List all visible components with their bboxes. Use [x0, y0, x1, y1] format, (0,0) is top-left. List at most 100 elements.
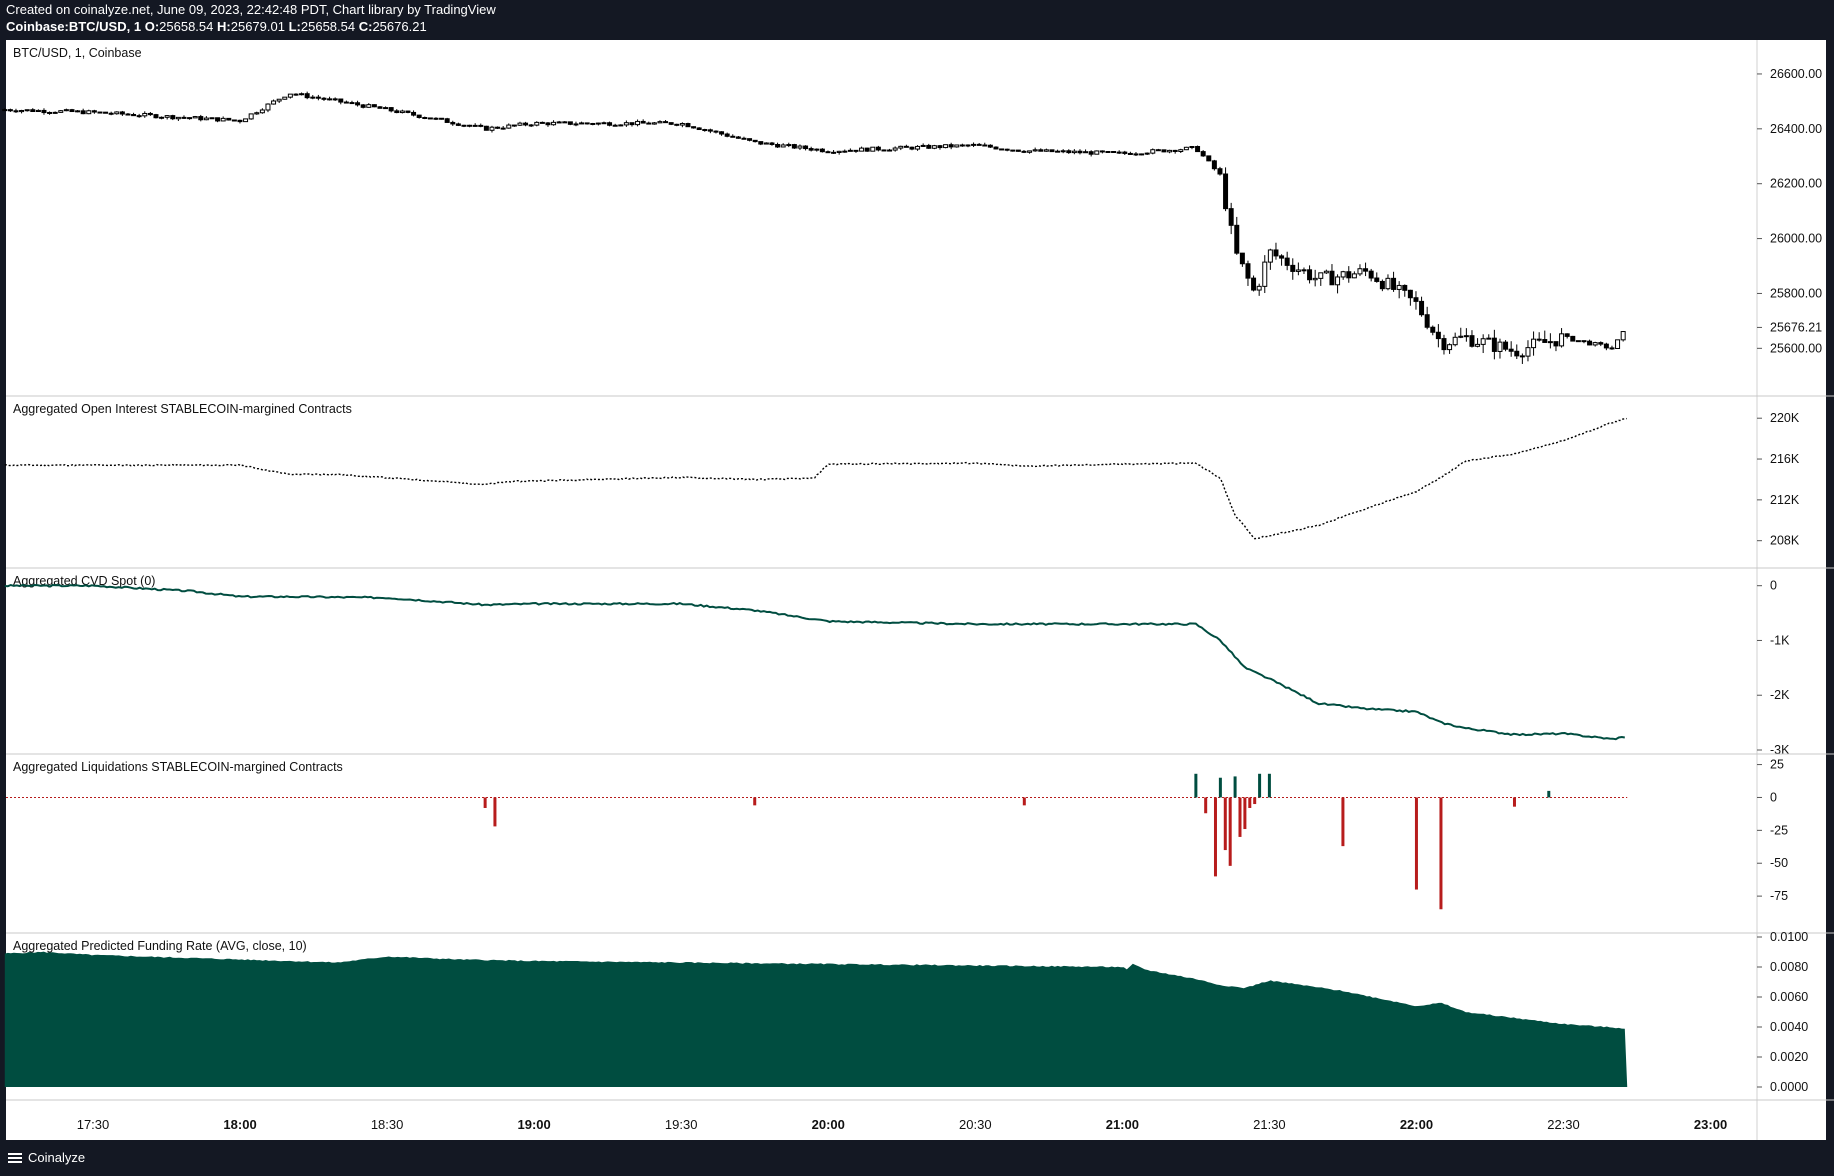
time-tick-label: 23:00	[1694, 1117, 1727, 1132]
ohlc-legend: Coinbase:BTC/USD, 1 O:25658.54 H:25679.0…	[6, 19, 427, 34]
liquidation-bar	[1223, 797, 1227, 851]
candle	[909, 146, 915, 151]
funding-rate-pane[interactable]: 0.0000 0.0020 0.0040 0.0060 0.0080 0.0100 Aggr…	[4, 930, 1834, 1094]
candle	[612, 123, 618, 127]
candle	[1559, 328, 1565, 348]
candle	[383, 106, 389, 110]
candle	[1447, 343, 1453, 354]
candle	[198, 114, 204, 122]
candle	[752, 139, 758, 143]
candle	[920, 143, 926, 147]
candle	[271, 99, 277, 105]
candle	[786, 142, 792, 148]
candle	[1508, 341, 1514, 357]
candle	[1609, 345, 1615, 350]
liquidation-bar	[1439, 797, 1443, 910]
candle	[1077, 149, 1083, 155]
candle	[276, 98, 282, 104]
candle	[747, 138, 753, 142]
candle	[1519, 353, 1525, 364]
chart-area[interactable]: 25600.00 25800.00 26000.00 26200.00 26400.00…	[0, 40, 1834, 1140]
candle	[80, 108, 86, 115]
cvd-pane[interactable]: 0 -1K -2K -3K Aggregated CVD Spot (0)	[4, 567, 1834, 757]
funding-area	[4, 951, 1628, 1087]
candle	[663, 119, 669, 124]
candle	[769, 141, 775, 146]
candle	[931, 144, 937, 150]
liquidations-pane[interactable]: 25 0 -25 -50 -75 Aggregated Liquidations STAB…	[6, 753, 1834, 910]
candle	[1021, 149, 1027, 154]
candle	[1144, 152, 1150, 155]
time-axis[interactable]: 17:30 18:00 18:30 19:00 19:30 20:00 20:30 21:00…	[6, 1099, 1834, 1132]
candle	[1111, 151, 1117, 154]
candle	[411, 110, 417, 117]
candle	[489, 125, 495, 133]
candle	[461, 124, 467, 128]
candle	[1262, 255, 1268, 294]
candle	[231, 119, 237, 122]
candle	[528, 124, 534, 128]
candle	[1536, 332, 1542, 342]
candle	[685, 122, 691, 128]
candle	[203, 116, 209, 121]
candle	[741, 136, 747, 140]
candle	[1323, 269, 1329, 274]
candle	[243, 118, 249, 123]
candle	[13, 108, 19, 113]
candle	[1027, 150, 1033, 154]
liquidation-bar	[1022, 797, 1026, 806]
candle	[1234, 216, 1240, 255]
candle	[1363, 262, 1369, 277]
candle	[1245, 260, 1251, 286]
candle	[1088, 150, 1094, 157]
candle	[646, 121, 652, 125]
candle	[1295, 262, 1301, 276]
candle	[355, 100, 361, 107]
candle	[299, 92, 305, 96]
candle	[1122, 150, 1128, 156]
candle	[881, 149, 887, 152]
candle	[1038, 148, 1044, 152]
y-tick-label: 0.0060	[1770, 990, 1808, 1004]
brand-logo[interactable]: Coinalyze	[8, 1150, 85, 1165]
price-pane[interactable]: 25600.00 25800.00 26000.00 26200.00 26400.00…	[2, 46, 1822, 364]
liquidation-bar	[1243, 797, 1247, 830]
candle	[1279, 254, 1285, 266]
candle	[1004, 148, 1010, 152]
candle	[1396, 281, 1402, 299]
candle	[1161, 149, 1167, 153]
candle	[293, 93, 299, 96]
candle	[1603, 342, 1609, 351]
candle	[1032, 147, 1038, 152]
candle	[483, 125, 489, 131]
y-tick-label: 0.0020	[1770, 1050, 1808, 1064]
candle	[506, 123, 512, 129]
candle	[573, 121, 579, 127]
candle	[1015, 149, 1021, 152]
candle	[1155, 148, 1161, 152]
candle	[187, 117, 193, 120]
candle	[1312, 269, 1318, 287]
candle	[702, 128, 708, 132]
candle	[1284, 251, 1290, 271]
candle	[607, 121, 613, 127]
y-tick-label: 0.0000	[1770, 1080, 1808, 1094]
candle	[86, 109, 92, 115]
open-interest-pane[interactable]: 208K 212K 216K 220K Aggregated Open Interest…	[4, 395, 1834, 548]
candle	[943, 144, 949, 149]
candle	[937, 144, 943, 150]
candle	[1211, 159, 1217, 171]
candle	[859, 146, 865, 152]
candle	[1615, 339, 1621, 349]
candle	[332, 97, 338, 101]
candle	[1575, 340, 1581, 343]
candle	[898, 145, 904, 151]
candle	[971, 142, 977, 148]
liquidation-bar	[1213, 797, 1217, 877]
candle	[1172, 149, 1178, 154]
candle	[819, 148, 825, 153]
liquidation-bar	[1238, 797, 1242, 837]
candle	[1542, 330, 1548, 343]
candle	[1055, 149, 1061, 153]
y-tick-label: -2K	[1770, 688, 1790, 702]
